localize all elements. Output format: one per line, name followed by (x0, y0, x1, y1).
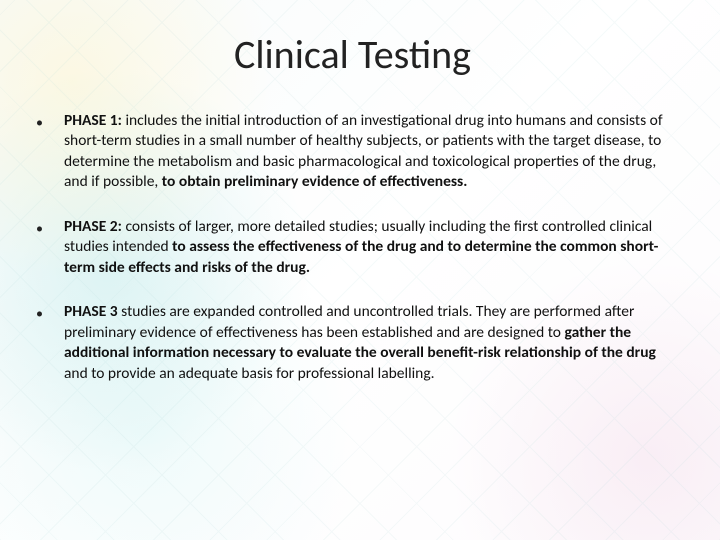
bullet-lead: studies are expanded controlled and unco… (64, 302, 634, 341)
bullet-trail: and to provide an adequate basis for pro… (64, 364, 435, 383)
list-item: • PHASE 1: includes the initial introduc… (30, 111, 675, 193)
list-item: • PHASE 3 studies are expanded controlle… (30, 302, 675, 384)
bullet-marker: • (30, 111, 64, 131)
bullet-emph: to obtain preliminary evidence of effect… (162, 172, 468, 191)
bullet-marker: • (30, 217, 64, 237)
bullet-text: PHASE 3 studies are expanded controlled … (64, 302, 675, 384)
phase-label: PHASE 3 (64, 302, 118, 321)
bullet-list: • PHASE 1: includes the initial introduc… (30, 111, 675, 384)
phase-label: PHASE 2: (64, 217, 122, 236)
bullet-marker: • (30, 302, 64, 322)
bullet-text: PHASE 2: consists of larger, more detail… (64, 217, 675, 278)
page-title: Clinical Testing (30, 30, 675, 79)
list-item: • PHASE 2: consists of larger, more deta… (30, 217, 675, 278)
phase-label: PHASE 1: (64, 111, 122, 130)
bullet-text: PHASE 1: includes the initial introducti… (64, 111, 675, 193)
